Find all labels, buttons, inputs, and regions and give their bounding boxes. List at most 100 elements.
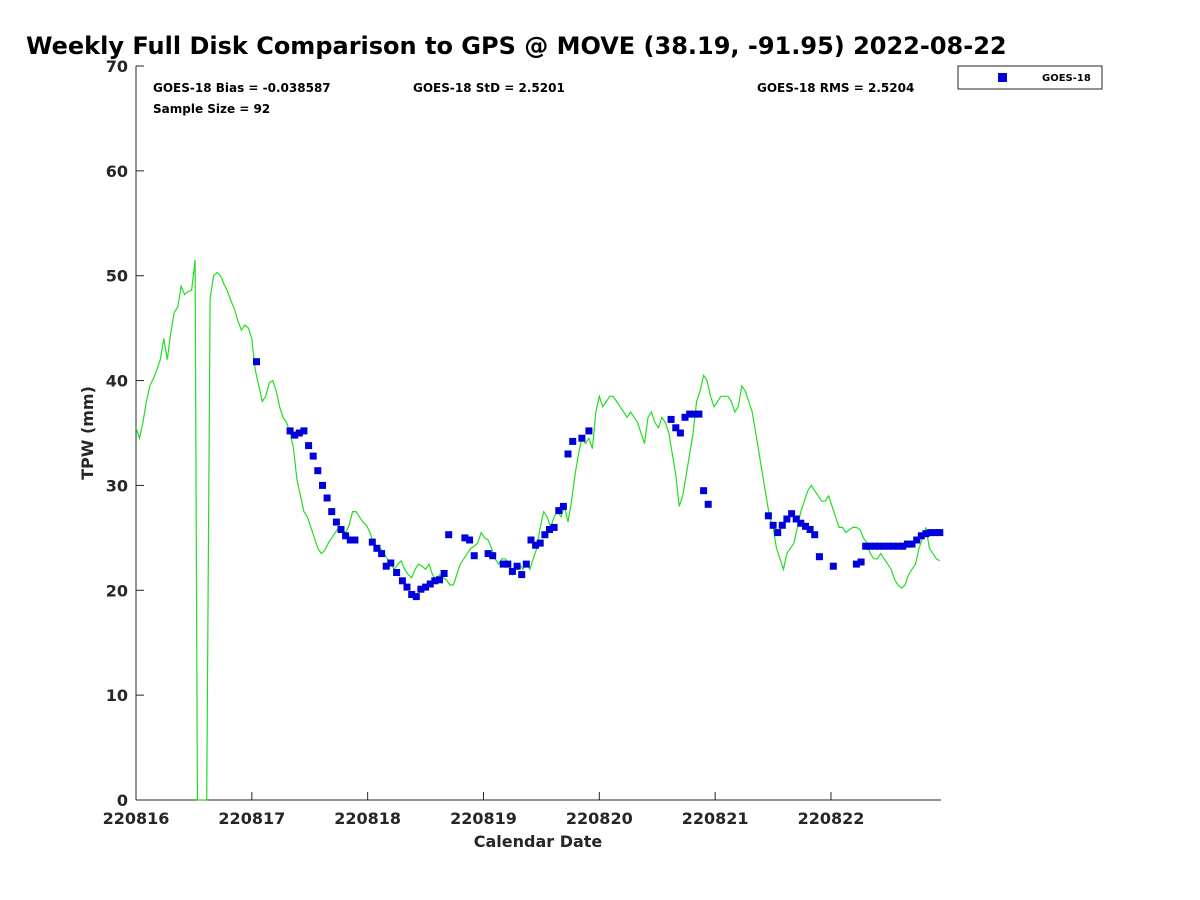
goes18-point bbox=[351, 536, 359, 544]
goes18-point bbox=[417, 585, 425, 593]
goes18-point bbox=[484, 550, 492, 558]
goes18-point bbox=[894, 542, 902, 550]
goes18-point bbox=[408, 591, 416, 598]
goes18-point bbox=[903, 540, 911, 548]
goes18-point bbox=[690, 410, 698, 418]
goes18-point bbox=[466, 536, 474, 544]
goes18-point bbox=[927, 529, 935, 537]
goes18-point bbox=[305, 442, 313, 450]
goes18-point bbox=[431, 577, 439, 585]
goes18-point bbox=[323, 494, 331, 502]
x-tick-label: 220822 bbox=[798, 809, 865, 828]
goes18-point bbox=[504, 560, 512, 568]
goes18-point bbox=[253, 358, 260, 366]
goes18-point bbox=[931, 529, 939, 537]
y-tick-label: 40 bbox=[106, 372, 128, 391]
x-tick-label: 220819 bbox=[450, 809, 517, 828]
goes18-point bbox=[426, 580, 434, 588]
y-axis-label: TPW (mm) bbox=[78, 386, 97, 480]
goes18-point bbox=[695, 410, 703, 418]
goes18-point bbox=[885, 542, 893, 550]
rms-stat: GOES-18 RMS = 2.5204 bbox=[757, 81, 914, 95]
goes18-point bbox=[797, 519, 805, 527]
goes18-point bbox=[811, 531, 819, 539]
goes18-series bbox=[253, 358, 944, 601]
goes18-point bbox=[412, 593, 420, 601]
goes18-point bbox=[899, 542, 907, 550]
goes18-point bbox=[470, 552, 478, 560]
goes18-point bbox=[774, 529, 782, 537]
goes18-point bbox=[676, 429, 684, 437]
goes18-point bbox=[578, 434, 586, 442]
goes18-point bbox=[806, 526, 814, 533]
goes18-point bbox=[422, 583, 430, 591]
goes18-point bbox=[778, 521, 786, 529]
goes18-point bbox=[513, 562, 521, 570]
goes18-point bbox=[436, 576, 443, 584]
goes18-point bbox=[373, 544, 381, 552]
goes18-point bbox=[802, 522, 809, 530]
goes18-point bbox=[862, 542, 870, 550]
x-axis-label: Calendar Date bbox=[474, 832, 603, 851]
goes18-point bbox=[314, 467, 322, 475]
goes18-point bbox=[527, 536, 535, 544]
chart-title: Weekly Full Disk Comparison to GPS @ MOV… bbox=[26, 32, 1007, 60]
x-tick-label: 220817 bbox=[218, 809, 285, 828]
goes18-point bbox=[788, 510, 796, 518]
goes18-point bbox=[564, 450, 572, 458]
goes18-point bbox=[913, 536, 921, 544]
x-tick-label: 220818 bbox=[334, 809, 401, 828]
goes18-point bbox=[300, 427, 308, 435]
goes18-point bbox=[461, 534, 469, 542]
legend-box bbox=[957, 65, 1103, 90]
goes18-point bbox=[532, 541, 540, 549]
goes18-point bbox=[387, 559, 395, 567]
goes18-point bbox=[508, 567, 516, 575]
goes18-point bbox=[555, 507, 563, 515]
goes18-point bbox=[783, 515, 791, 523]
bias-stat: GOES-18 Bias = -0.038587 bbox=[153, 81, 331, 95]
goes18-point bbox=[585, 427, 593, 435]
sample-size-stat: Sample Size = 92 bbox=[153, 102, 270, 116]
goes18-point bbox=[546, 526, 553, 533]
goes18-point bbox=[764, 512, 772, 520]
goes18-point bbox=[704, 500, 712, 508]
goes18-point bbox=[286, 427, 294, 435]
std-stat: GOES-18 StD = 2.5201 bbox=[413, 81, 565, 95]
goes18-point bbox=[309, 452, 317, 460]
goes18-point bbox=[769, 521, 777, 529]
goes18-point bbox=[550, 523, 558, 531]
y-tick-label: 70 bbox=[106, 57, 128, 76]
plot-area bbox=[135, 66, 941, 801]
goes18-point bbox=[829, 562, 837, 570]
goes18-point bbox=[700, 487, 708, 495]
goes18-point bbox=[440, 570, 448, 577]
goes18-point bbox=[667, 415, 675, 423]
y-tick-label: 20 bbox=[106, 581, 128, 600]
goes18-point bbox=[518, 571, 526, 579]
goes18-point bbox=[922, 530, 930, 538]
x-tick-label: 220821 bbox=[682, 809, 749, 828]
goes18-point bbox=[328, 508, 336, 516]
goes18-point bbox=[672, 424, 680, 432]
goes18-point bbox=[291, 431, 299, 439]
x-tick-label: 220816 bbox=[103, 809, 170, 828]
goes18-point bbox=[876, 542, 884, 550]
goes18-point bbox=[337, 526, 345, 533]
goes18-point bbox=[917, 532, 925, 540]
x-tick-label: 220820 bbox=[566, 809, 633, 828]
y-tick-label: 60 bbox=[106, 162, 128, 181]
goes18-point bbox=[871, 542, 879, 550]
legend-marker bbox=[998, 73, 1007, 82]
goes18-point bbox=[319, 481, 326, 489]
goes18-point bbox=[569, 437, 577, 445]
goes18-point bbox=[852, 560, 860, 568]
goes18-point bbox=[368, 538, 376, 546]
goes18-point bbox=[866, 542, 874, 550]
goes18-point bbox=[815, 553, 823, 561]
goes18-point bbox=[792, 515, 800, 523]
goes18-point bbox=[880, 542, 888, 550]
goes18-point bbox=[681, 413, 689, 421]
goes18-point bbox=[522, 560, 530, 568]
